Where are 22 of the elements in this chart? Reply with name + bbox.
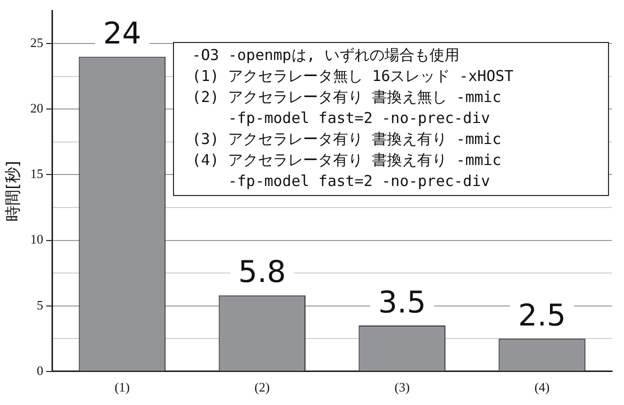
annotation: (4) アクセラレータ有り 書換え有り -mmic [192, 150, 502, 171]
data-label: 5.8 [238, 255, 286, 290]
x-tick-label: (4) [534, 380, 550, 395]
y-tick-label: 5 [36, 297, 44, 312]
annotation: (2) アクセラレータ有り 書換え無し -mmic [192, 87, 502, 108]
annotation: -fp-model fast=2 -no-prec-div [227, 108, 492, 129]
y-tick-label: 25 [30, 35, 44, 50]
data-label: 2.5 [518, 298, 566, 334]
y-tick-label: 0 [36, 362, 44, 378]
y-tick-label: 20 [30, 100, 44, 116]
data-label: 3.5 [378, 285, 426, 320]
y-tick-label: 15 [30, 166, 44, 182]
x-tick-label: (3) [394, 380, 410, 395]
y-tick-label: 10 [30, 232, 44, 247]
annotation: -fp-model fast=2 -no-prec-div [227, 171, 492, 192]
annotation: (1) アクセラレータ無し 16スレッド -xHOST [192, 66, 514, 87]
x-tick-label: (1) [114, 380, 130, 395]
annotation: -O3 -openmpは, いずれの場合も使用 [192, 45, 460, 66]
annotation: (3) アクセラレータ有り 書換え有り -mmic [192, 129, 502, 150]
data-label: 24 [103, 16, 142, 52]
x-tick-label: (2) [254, 380, 270, 395]
y-axis-title: 時間[秒] [2, 160, 22, 222]
